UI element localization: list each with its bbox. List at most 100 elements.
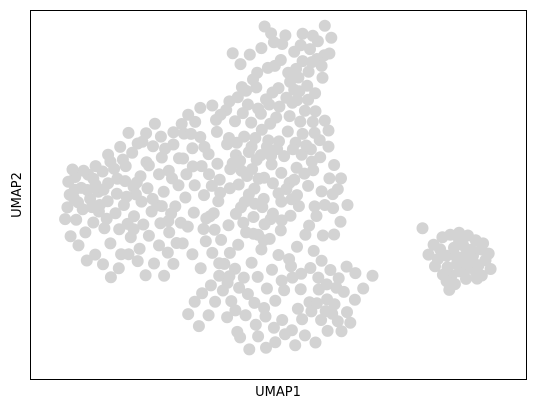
- scatter-point: [332, 272, 345, 285]
- scatter-point: [70, 213, 83, 226]
- scatter-point: [441, 261, 454, 274]
- scatter-point: [199, 235, 212, 248]
- scatter-point: [263, 98, 276, 111]
- scatter-point: [119, 175, 132, 188]
- scatter-point: [319, 305, 332, 318]
- scatter-point: [248, 197, 261, 210]
- scatter-point: [202, 309, 215, 322]
- scatter-point: [324, 264, 337, 276]
- y-axis-label: UMAP2: [10, 172, 25, 218]
- scatter-point: [129, 188, 142, 201]
- scatter-point: [89, 248, 102, 261]
- scatter-point: [203, 168, 215, 181]
- scatter-point: [340, 260, 353, 273]
- scatter-point: [315, 254, 328, 267]
- scatter-point: [308, 200, 321, 213]
- scatter-points: [59, 19, 497, 356]
- scatter-point: [177, 152, 190, 165]
- scatter-point: [64, 230, 77, 243]
- scatter-point: [274, 224, 287, 237]
- scatter-point: [294, 283, 307, 296]
- scatter-point: [165, 207, 178, 220]
- scatter-point: [104, 237, 117, 250]
- scatter-point: [214, 186, 227, 199]
- scatter-point: [328, 298, 341, 311]
- scatter-point: [304, 262, 317, 274]
- scatter-point: [186, 160, 199, 173]
- scatter-point: [285, 260, 297, 273]
- scatter-point: [255, 42, 268, 55]
- scatter-point: [79, 226, 92, 239]
- scatter-point: [484, 263, 497, 275]
- scatter-point: [163, 226, 176, 239]
- scatter-point: [226, 157, 239, 170]
- scatter-point: [281, 125, 294, 138]
- scatter-point: [266, 177, 279, 190]
- scatter-point: [142, 229, 155, 242]
- scatter-point: [266, 263, 278, 276]
- scatter-point: [280, 91, 293, 104]
- scatter-point: [182, 108, 195, 121]
- scatter-point: [302, 65, 315, 78]
- scatter-point: [366, 269, 379, 282]
- scatter-point: [108, 162, 121, 175]
- scatter-point: [131, 255, 144, 268]
- scatter-point: [323, 47, 336, 60]
- scatter-point: [460, 272, 472, 285]
- scatter-point: [72, 239, 85, 252]
- scatter-point: [298, 104, 311, 117]
- scatter-point: [246, 163, 259, 176]
- scatter-point: [102, 148, 115, 161]
- scatter-point: [205, 179, 218, 192]
- scatter-point: [322, 140, 335, 153]
- scatter-point: [303, 219, 316, 232]
- scatter-point: [318, 19, 331, 32]
- scatter-point: [278, 284, 291, 297]
- scatter-point: [241, 288, 254, 300]
- scatter-point: [269, 336, 282, 349]
- scatter-point: [291, 240, 303, 253]
- scatter-point: [289, 339, 302, 352]
- scatter-point: [167, 257, 180, 270]
- scatter-point: [226, 47, 239, 60]
- scatter-point: [422, 248, 435, 261]
- scatter-point: [309, 105, 322, 118]
- scatter-point: [166, 172, 178, 185]
- scatter-point: [260, 282, 273, 295]
- scatter-point: [188, 179, 201, 192]
- scatter-point: [137, 218, 150, 231]
- scatter-point: [148, 257, 160, 270]
- scatter-point: [300, 139, 313, 152]
- scatter-point: [296, 27, 309, 40]
- scatter-point: [231, 325, 244, 338]
- scatter-point: [302, 93, 315, 106]
- scatter-point: [229, 115, 241, 128]
- scatter-point: [176, 237, 189, 250]
- scatter-point: [344, 316, 357, 329]
- scatter-point: [252, 330, 265, 343]
- scatter-point: [298, 167, 311, 180]
- scatter-point: [146, 192, 159, 205]
- scatter-point: [337, 285, 350, 298]
- scatter-point: [223, 182, 236, 195]
- scatter-point: [265, 149, 278, 162]
- scatter-point: [306, 29, 319, 42]
- scatter-point: [242, 146, 255, 158]
- scatter-point: [154, 130, 167, 143]
- scatter-point: [475, 269, 488, 282]
- scatter-point: [252, 172, 265, 185]
- scatter-point: [255, 123, 268, 136]
- scatter-point: [188, 295, 201, 308]
- scatter-point: [235, 201, 247, 214]
- scatter-point: [209, 295, 222, 308]
- scatter-point: [102, 177, 115, 190]
- scatter-point: [72, 196, 84, 209]
- scatter-point: [243, 48, 256, 61]
- scatter-point: [93, 199, 106, 211]
- scatter-point: [81, 184, 94, 196]
- scatter-point: [260, 341, 272, 354]
- scatter-point: [174, 216, 187, 229]
- scatter-point: [214, 108, 227, 121]
- scatter-point: [258, 302, 271, 314]
- scatter-point: [239, 309, 252, 322]
